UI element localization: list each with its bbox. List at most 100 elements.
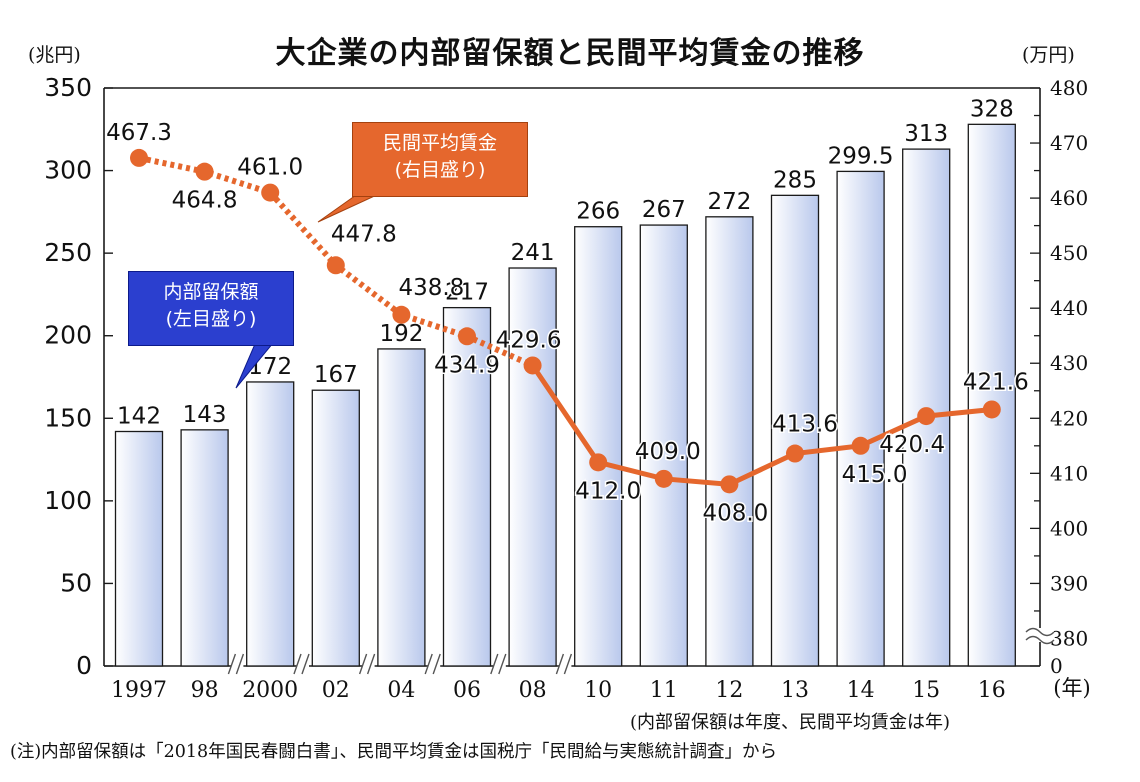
- x-tick-label: 02: [322, 678, 350, 703]
- wage-point: [195, 162, 214, 181]
- bar-value-label: 167: [314, 362, 358, 388]
- wage-value-label: 447.8: [331, 221, 397, 247]
- x-tick-label: 12: [715, 678, 743, 703]
- wage-value-label: 408.0: [702, 500, 768, 526]
- bar-value-label: 266: [576, 199, 620, 225]
- left-axis-tick-label: 350: [44, 73, 92, 102]
- left-axis-tick-label: 100: [44, 486, 92, 515]
- bar: [442, 306, 492, 667]
- wage-value-label: 413.6: [772, 412, 838, 438]
- wage-point: [458, 327, 476, 346]
- bar: [967, 123, 1016, 667]
- wage-callout-line2: (右目盛り): [394, 159, 486, 181]
- axis-break-mark: [227, 653, 245, 675]
- bar-value-label: 241: [511, 240, 555, 266]
- bar: [705, 216, 754, 667]
- wage-point: [786, 444, 804, 463]
- wage-point: [720, 475, 739, 494]
- bar-value-label: 313: [904, 121, 948, 147]
- right-axis-tick-label: 400: [1050, 516, 1088, 540]
- left-axis-unit: (兆円): [28, 44, 81, 66]
- right-axis-tick-label: 410: [1050, 461, 1088, 485]
- source-note: (注)内部留保額は「2018年国民春闘白書」、民間平均賃金は国税庁「民間給与実態…: [10, 742, 777, 762]
- right-axis-tick-label: 380: [1050, 626, 1088, 650]
- chart-title: 大企業の内部留保額と民間平均賃金の推移: [275, 36, 865, 71]
- retained-callout-line1: 内部留保額: [163, 281, 259, 303]
- bar-value-label: 267: [642, 197, 686, 223]
- axis-break-mask: [297, 655, 309, 675]
- wage-point: [589, 453, 608, 472]
- bar: [114, 430, 164, 667]
- axis-break-mask: [231, 655, 244, 675]
- left-axis-tick-label: 0: [76, 651, 92, 680]
- right-axis-tick-label: 0: [1050, 654, 1063, 678]
- axis-break-mask: [493, 655, 506, 675]
- right-axis-tick-label: 480: [1050, 76, 1088, 100]
- bar: [311, 389, 360, 667]
- wage-callout: 民間平均賃金 (右目盛り): [352, 122, 528, 197]
- bar-value-label: 142: [117, 403, 161, 429]
- bar-value-label: 328: [970, 96, 1014, 122]
- x-tick-label: 1997: [111, 678, 167, 703]
- wage-point: [392, 305, 411, 324]
- x-tick-label: 14: [847, 678, 875, 703]
- wage-value-label: 429.6: [496, 327, 562, 353]
- wage-value-label: 467.3: [106, 120, 172, 146]
- wage-value-label: 434.9: [434, 352, 500, 378]
- axis-break-mark: [293, 653, 310, 675]
- right-axis-tick-label: 390: [1050, 571, 1088, 595]
- left-axis-tick-label: 50: [60, 568, 92, 597]
- wage-point: [130, 148, 148, 167]
- right-axis-unit: (万円): [1022, 44, 1075, 66]
- bar: [574, 226, 623, 667]
- left-axis-tick-label: 150: [44, 403, 92, 432]
- basis-note: (内部留保額は年度、民間平均賃金は年): [630, 712, 951, 733]
- retained-earnings-callout: 内部留保額 (左目盛り): [128, 271, 294, 346]
- wage-value-label: 420.4: [879, 432, 945, 458]
- right-axis-tick-label: 420: [1050, 406, 1088, 430]
- axis-break-mark: [490, 653, 507, 675]
- axis-break-mask: [362, 655, 375, 675]
- right-axis-tick-label: 470: [1050, 131, 1088, 155]
- right-axis-break-mark: [1025, 627, 1055, 645]
- x-tick-label: 98: [191, 678, 219, 703]
- left-axis-tick-label: 250: [44, 238, 92, 267]
- axis-break-mark: [358, 653, 376, 675]
- wage-point: [261, 183, 280, 202]
- bar-value-label: 272: [707, 189, 751, 215]
- bar-value-label: 217: [445, 280, 489, 306]
- x-tick-label: 11: [650, 678, 678, 703]
- right-axis-tick-label: 460: [1050, 186, 1088, 210]
- right-axis-break-mask: [1026, 628, 1054, 642]
- wage-point: [654, 469, 673, 488]
- x-tick-label: 2000: [242, 678, 298, 703]
- axis-break-mark: [555, 653, 573, 675]
- right-axis-tick-label: 450: [1050, 241, 1088, 265]
- bar-value-label: 192: [379, 321, 423, 347]
- bar-value-label: 143: [183, 402, 227, 428]
- bar: [180, 429, 229, 667]
- wage-point: [917, 407, 936, 426]
- wage-point: [851, 436, 870, 455]
- wage-value-label: 461.0: [237, 155, 303, 181]
- axis-break-mask: [428, 655, 441, 675]
- bar: [836, 170, 885, 667]
- wage-value-label: 415.0: [842, 462, 908, 488]
- axis-break-mark: [424, 653, 441, 675]
- wage-point: [982, 400, 1001, 419]
- x-tick-label: 16: [978, 678, 1006, 703]
- x-tick-label: 13: [781, 678, 809, 703]
- wage-value-label: 421.6: [963, 369, 1029, 395]
- bar: [508, 267, 557, 667]
- bar: [377, 348, 426, 667]
- wage-value-label: 409.0: [635, 439, 701, 465]
- x-axis-unit: (年): [1053, 676, 1090, 700]
- bar-value-label: 285: [773, 167, 817, 193]
- x-tick-label: 10: [584, 678, 612, 703]
- right-axis-tick-label: 440: [1050, 296, 1088, 320]
- wage-line-solid: [530, 364, 993, 487]
- left-axis-tick-label: 200: [44, 321, 92, 350]
- axis-break-mask: [559, 655, 572, 675]
- wage-value-label: 438.8: [398, 275, 464, 301]
- left-axis-tick-label: 300: [44, 156, 92, 185]
